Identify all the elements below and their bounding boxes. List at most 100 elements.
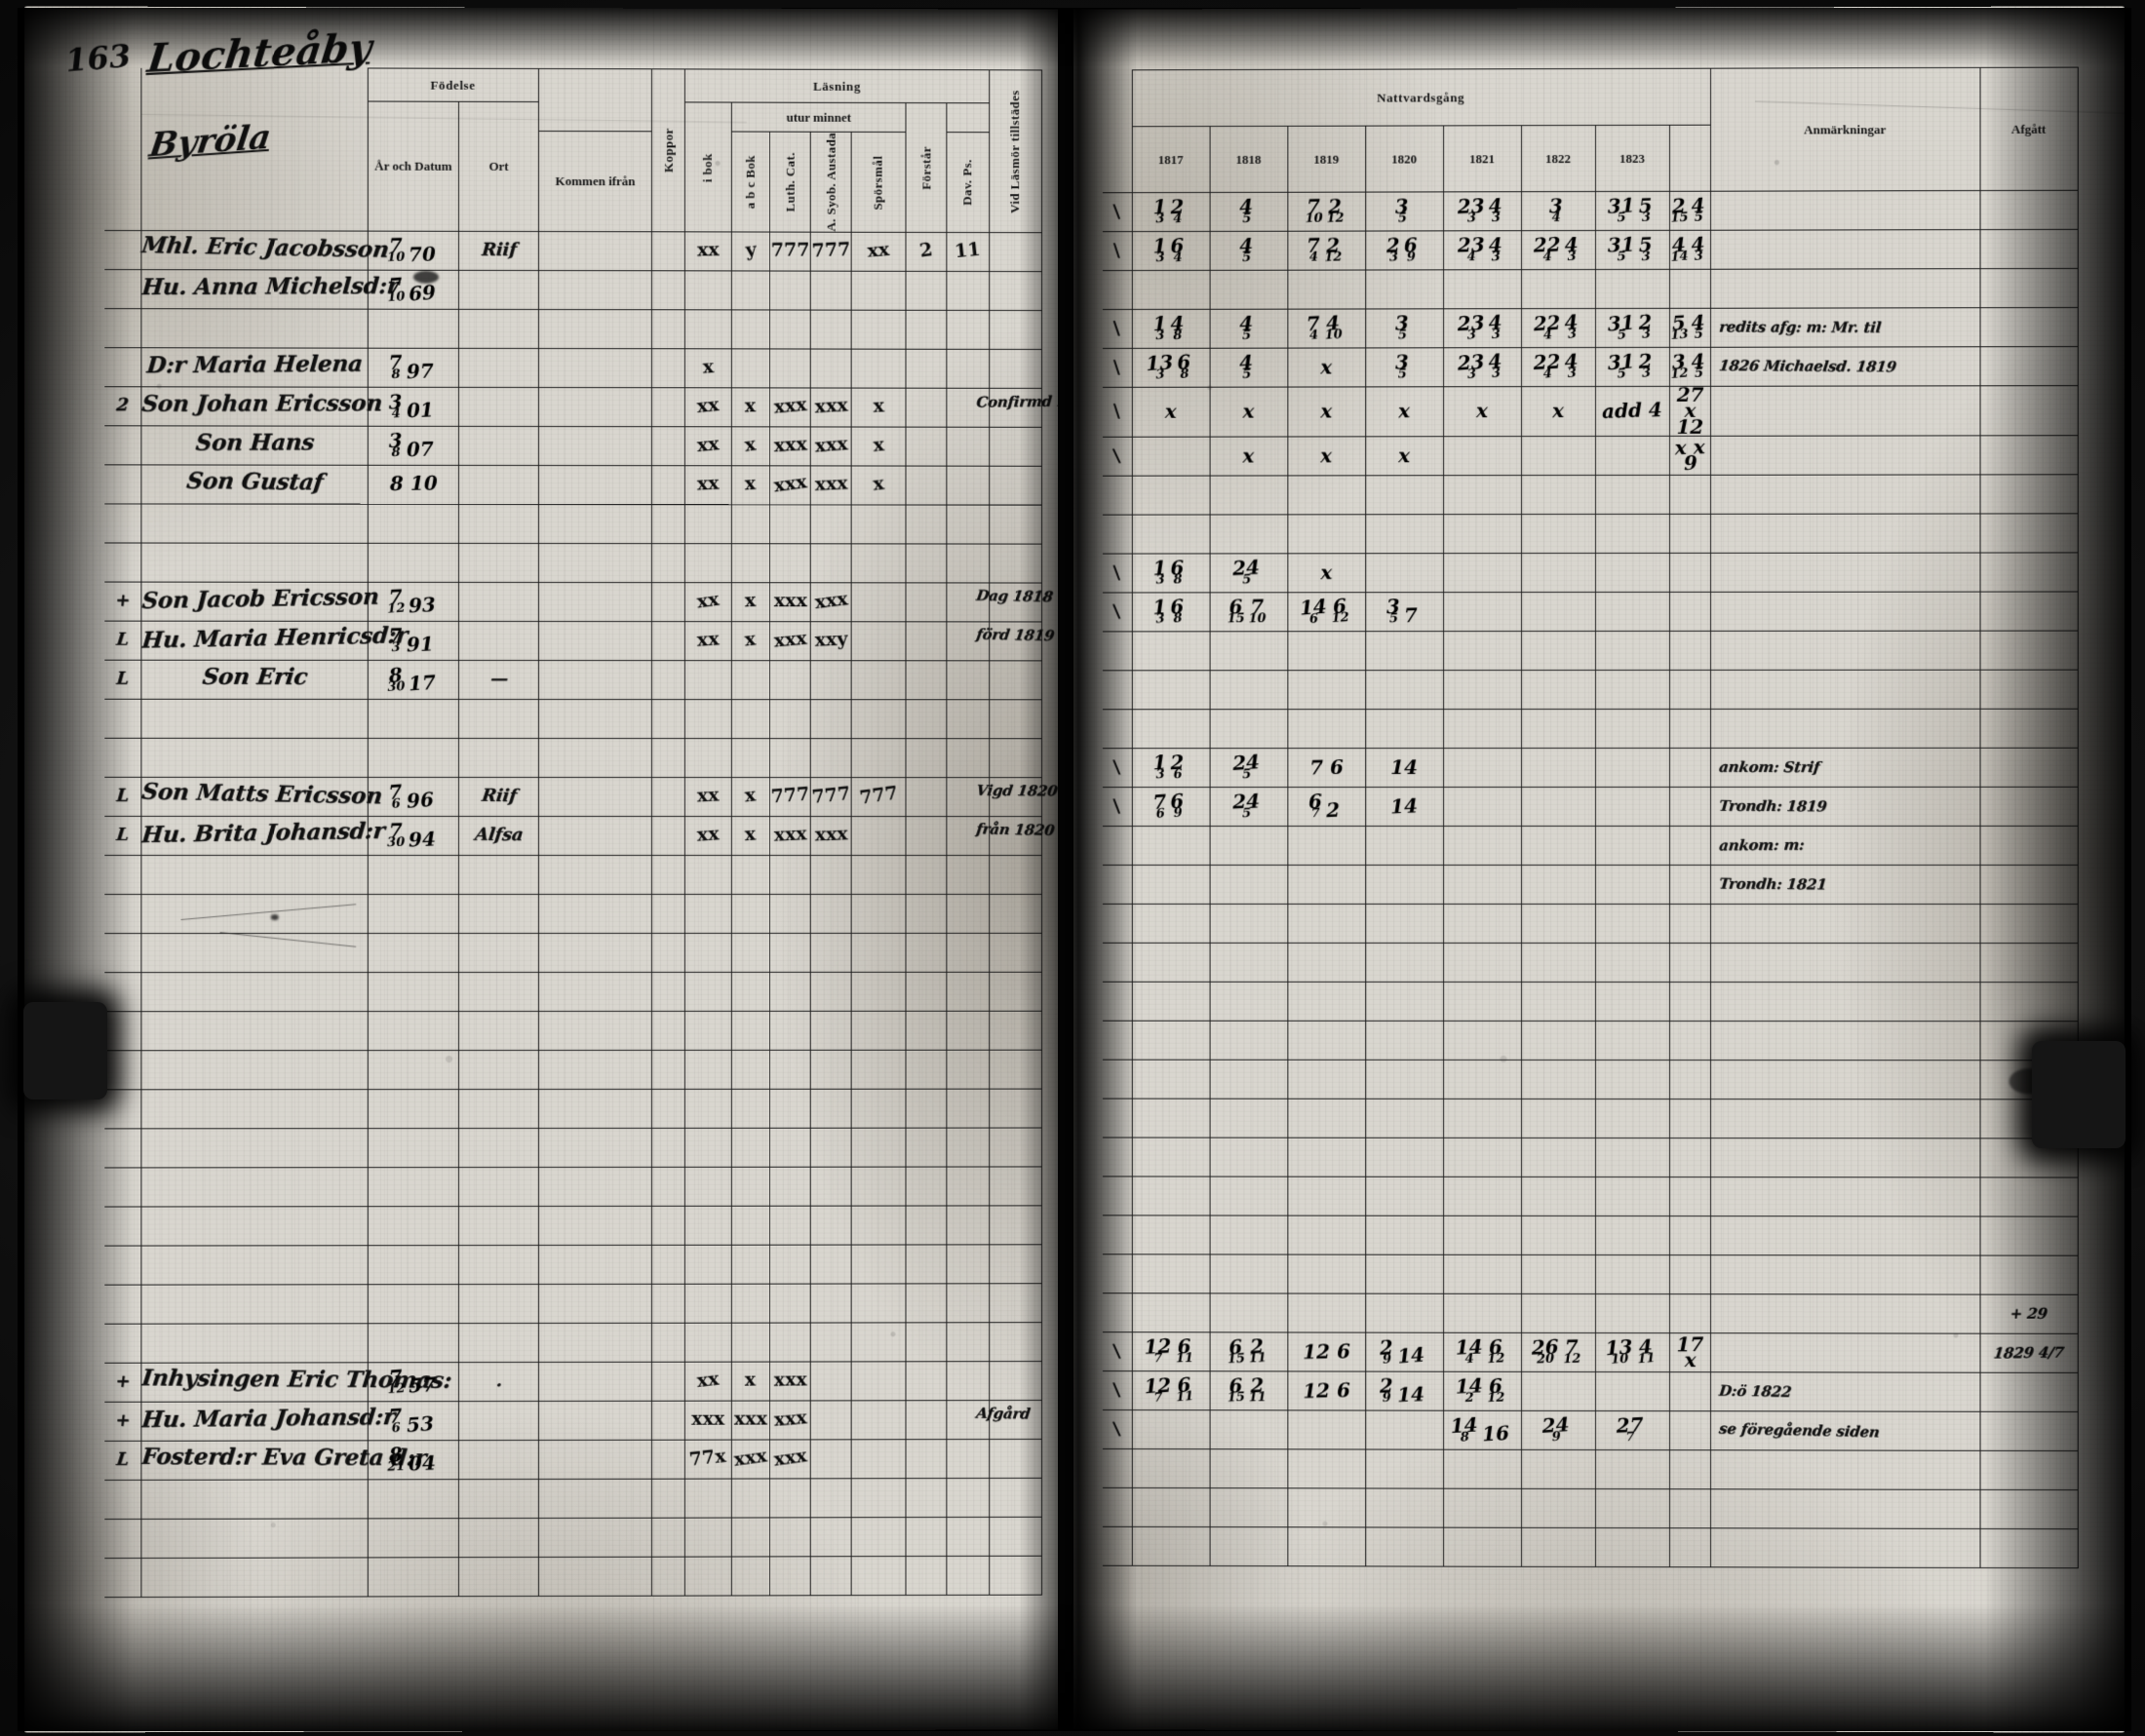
communion-year-cell[interactable] [1521, 1372, 1595, 1411]
reading-abc-book-cell[interactable] [731, 349, 770, 388]
communion-year-cell[interactable]: 23 3 4 3 [1443, 348, 1521, 387]
departed-cell[interactable] [1980, 1216, 2078, 1255]
remarks-cell[interactable] [1710, 710, 1979, 749]
table-row[interactable] [104, 738, 1041, 777]
table-row[interactable] [104, 1322, 1041, 1363]
reading-questions-cell[interactable] [851, 1323, 906, 1362]
communion-year-cell[interactable]: 357 [1365, 593, 1443, 632]
communion-year-cell[interactable]: 22 4 4 3 [1521, 231, 1595, 270]
table-row[interactable] [104, 972, 1041, 1011]
communion-year-cell[interactable] [1669, 905, 1710, 944]
reading-luth-cat-cell[interactable] [770, 1089, 811, 1128]
reading-dav-ps-cell[interactable] [906, 1128, 947, 1167]
communion-year-cell[interactable] [1132, 905, 1210, 944]
table-row[interactable] [1103, 1449, 2078, 1490]
reading-questions-cell[interactable] [851, 1284, 906, 1323]
remarks-cell[interactable] [1710, 983, 1979, 1022]
reading-understands-cell[interactable] [947, 972, 990, 1011]
reading-questions-cell[interactable] [851, 933, 906, 972]
reading-luth-cat-cell[interactable] [770, 1284, 811, 1323]
birth-date-cell[interactable]: 8 30 17 [368, 660, 459, 699]
reading-dav-ps-cell[interactable] [906, 1284, 947, 1323]
reading-abc-book-cell[interactable]: x [731, 777, 770, 816]
table-row[interactable] [1103, 1022, 2078, 1061]
reading-meeting-cell[interactable] [989, 1478, 1041, 1517]
person-name-cell[interactable] [141, 933, 368, 972]
remarks-cell[interactable]: 1826 Michaelsd. 1819 [1710, 347, 1979, 387]
reading-sv-austada-cell[interactable] [810, 1128, 851, 1167]
reading-dav-ps-cell[interactable] [906, 1556, 947, 1595]
remarks-cell[interactable] [1710, 436, 1979, 475]
table-row[interactable]: \ 1 3 6 8 24 5 x [1103, 553, 2078, 593]
reading-understands-cell[interactable] [947, 349, 990, 388]
birth-place-cell[interactable] [459, 1245, 538, 1284]
communion-year-cell[interactable] [1443, 749, 1521, 788]
communion-year-cell[interactable] [1669, 671, 1710, 710]
remarks-cell[interactable] [1710, 1022, 1979, 1061]
person-name-cell[interactable] [141, 1480, 368, 1520]
remarks-cell[interactable]: se föregående siden [1710, 1411, 1979, 1451]
reading-sv-austada-cell[interactable] [810, 349, 851, 388]
reading-luth-cat-cell[interactable]: xxx [770, 816, 811, 855]
reading-questions-cell[interactable]: x [851, 466, 906, 505]
reading-in-book-cell[interactable] [684, 1089, 731, 1128]
birth-place-cell[interactable] [459, 309, 538, 348]
communion-year-cell[interactable]: x [1132, 387, 1210, 437]
communion-year-cell[interactable]: 5 13 4 5 [1669, 308, 1710, 347]
person-name-cell[interactable] [141, 1167, 368, 1206]
came-from-cell[interactable] [538, 1362, 652, 1401]
communion-year-cell[interactable] [1365, 983, 1443, 1022]
table-row[interactable]: + 29 [1103, 1293, 2078, 1334]
birth-date-cell[interactable]: 7 10 70 [368, 231, 459, 270]
reading-understands-cell[interactable] [947, 661, 990, 700]
communion-year-cell[interactable] [1595, 1489, 1669, 1528]
communion-year-cell[interactable] [1521, 671, 1595, 710]
communion-year-cell[interactable] [1287, 270, 1365, 309]
reading-dav-ps-cell[interactable] [906, 972, 947, 1011]
departed-cell[interactable] [1980, 671, 2078, 710]
person-name-cell[interactable] [141, 738, 368, 777]
reading-understands-cell[interactable] [947, 466, 990, 505]
communion-year-cell[interactable] [1210, 827, 1288, 866]
communion-year-cell[interactable] [1365, 1022, 1443, 1061]
communion-year-cell[interactable] [1365, 905, 1443, 944]
person-name-cell[interactable] [141, 972, 368, 1011]
smallpox-cell[interactable] [652, 543, 684, 582]
communion-year-cell[interactable]: 1364 [1132, 231, 1210, 270]
reading-meeting-cell[interactable] [989, 427, 1041, 466]
came-from-cell[interactable] [538, 660, 652, 699]
table-row[interactable] [104, 1011, 1041, 1051]
reading-luth-cat-cell[interactable]: xxx [770, 466, 811, 505]
smallpox-cell[interactable] [652, 1245, 684, 1284]
remarks-cell[interactable] [1710, 1061, 1979, 1099]
reading-in-book-cell[interactable] [684, 660, 731, 699]
reading-meeting-cell[interactable] [989, 661, 1041, 700]
communion-year-cell[interactable] [1287, 1293, 1365, 1332]
reading-questions-cell[interactable] [851, 622, 906, 661]
birth-place-cell[interactable] [459, 1128, 538, 1167]
reading-luth-cat-cell[interactable] [770, 310, 811, 349]
reading-sv-austada-cell[interactable] [810, 699, 851, 738]
communion-year-cell[interactable]: x [1210, 437, 1288, 476]
reading-understands-cell[interactable]: 11 [947, 232, 990, 271]
birth-place-cell[interactable] [459, 933, 538, 972]
reading-sv-austada-cell[interactable] [810, 271, 851, 310]
communion-year-cell[interactable]: x [1287, 348, 1365, 387]
departed-cell[interactable] [1980, 514, 2078, 553]
came-from-cell[interactable] [538, 1518, 652, 1557]
communion-year-cell[interactable]: 12 7 6 11 [1132, 1332, 1210, 1371]
table-row[interactable] [1103, 632, 2078, 672]
communion-year-cell[interactable] [1287, 476, 1365, 515]
reading-dav-ps-cell[interactable] [906, 388, 947, 427]
reading-abc-book-cell[interactable] [731, 855, 770, 894]
communion-year-cell[interactable] [1443, 827, 1521, 866]
reading-dav-ps-cell[interactable] [906, 816, 947, 855]
communion-year-cell[interactable]: 2369 [1365, 231, 1443, 270]
came-from-cell[interactable] [538, 1557, 652, 1596]
came-from-cell[interactable] [538, 426, 652, 465]
communion-year-cell[interactable] [1595, 1099, 1669, 1138]
communion-year-cell[interactable] [1365, 1216, 1443, 1255]
smallpox-cell[interactable] [652, 933, 684, 972]
communion-year-cell[interactable] [1132, 1138, 1210, 1177]
reading-meeting-cell[interactable] [989, 855, 1041, 894]
